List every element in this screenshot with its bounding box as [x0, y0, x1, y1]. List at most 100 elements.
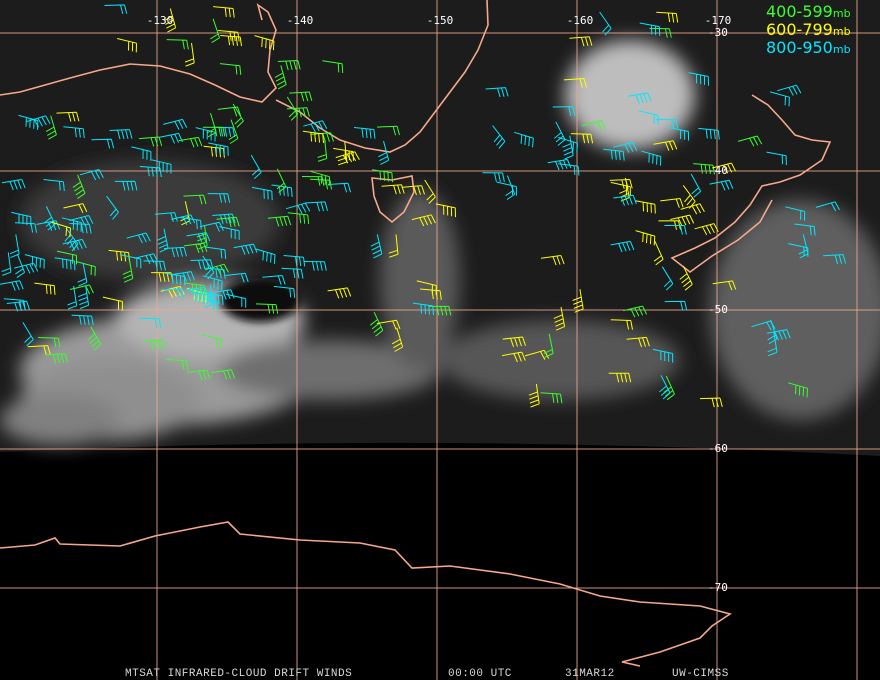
wind-barb: [411, 214, 436, 227]
wind-barb: [210, 289, 235, 300]
footer: MTSAT INFRARED-CLOUD DRIFT WINDS 00:00 U…: [125, 668, 729, 680]
wind-barb: [688, 72, 709, 86]
wind-barb: [134, 253, 159, 265]
wind-barb: [514, 131, 534, 148]
wind-barb: [63, 203, 88, 214]
wind-barb: [737, 135, 763, 147]
wind-barb: [126, 232, 151, 244]
wind-barb: [187, 290, 208, 304]
wind-barb: [610, 240, 635, 253]
wind-barb: [228, 119, 239, 144]
wind-barb: [250, 154, 262, 179]
wind-barb: [45, 353, 69, 364]
wind-barb: [485, 87, 509, 98]
wind-barb: [659, 375, 671, 400]
legend-unit: mb: [833, 7, 851, 20]
wind-barb: [27, 345, 51, 355]
wind-barb: [285, 202, 311, 214]
wind-barb: [424, 179, 436, 204]
wind-barb: [627, 92, 652, 104]
wind-barb: [15, 253, 26, 279]
wind-barb: [151, 159, 172, 174]
wind-barb: [116, 38, 137, 53]
wind-barb: [301, 176, 325, 186]
wind-barb: [794, 223, 816, 236]
wind-barb: [43, 206, 56, 231]
wind-barb: [553, 121, 566, 146]
wind-barb: [639, 22, 661, 36]
wind-barb: [391, 327, 404, 352]
wind-barb: [277, 60, 301, 71]
wind-barb: [655, 119, 679, 129]
wind-barb: [63, 126, 85, 139]
wind-barb: [166, 39, 189, 50]
wind-barb: [226, 293, 247, 308]
wind-barb: [412, 302, 434, 316]
wind-barb: [54, 257, 76, 271]
wind-barb: [195, 127, 216, 142]
legend-range: 400-599: [766, 2, 833, 21]
wind-barb: [202, 126, 226, 137]
wind-barb: [187, 369, 211, 381]
wind-barb: [255, 303, 279, 314]
wind-barb: [77, 262, 88, 287]
wind-barb: [289, 91, 313, 102]
footer-source: UW-CIMSS: [672, 668, 729, 680]
latitude-label: -70: [708, 581, 728, 594]
wind-barb: [570, 133, 594, 144]
wind-barb: [163, 246, 187, 258]
wind-barb: [372, 169, 393, 183]
wind-barb: [178, 136, 203, 148]
wind-barb: [378, 140, 390, 165]
wind-barb: [333, 147, 354, 161]
coastline: [371, 175, 415, 224]
wind-barb: [619, 177, 630, 202]
wind-barb: [79, 169, 104, 181]
wind-barb: [767, 319, 778, 345]
wind-barb: [353, 127, 376, 139]
wind-barb: [492, 125, 506, 149]
wind-barb: [91, 138, 115, 149]
wind-barb: [210, 18, 220, 44]
wind-barb: [785, 206, 806, 221]
wind-barb: [276, 168, 287, 193]
footer-product: MTSAT INFRARED-CLOUD DRIFT WINDS: [125, 668, 352, 680]
wind-barb: [14, 262, 39, 274]
wind-barb: [581, 120, 606, 131]
wind-barb: [0, 280, 24, 291]
cyclone-eye: [220, 278, 300, 322]
wind-barb: [120, 254, 142, 269]
wind-barb: [558, 137, 578, 153]
wind-barb: [281, 267, 304, 279]
wind-barb: [626, 336, 650, 348]
wind-barb: [190, 259, 214, 270]
wind-barb: [653, 240, 664, 266]
wind-barb: [203, 267, 226, 279]
wind-barb: [22, 322, 34, 347]
latitude-label: -50: [708, 303, 728, 316]
wind-barbs: [0, 4, 847, 408]
wind-barb: [322, 60, 344, 74]
wind-barb: [69, 223, 92, 234]
wind-barb: [562, 135, 574, 160]
wind-barb: [202, 275, 223, 291]
wind-barb: [1, 179, 26, 191]
wind-barb: [11, 211, 32, 226]
footer-date: 31MAR12: [565, 668, 615, 680]
coastlines: [0, 0, 832, 667]
wind-barb: [327, 182, 352, 193]
wind-barb: [6, 300, 31, 312]
longitude-label: -170: [705, 14, 732, 27]
wind-barb: [186, 232, 211, 243]
wind-barb: [159, 132, 183, 144]
coastline: [0, 521, 732, 667]
wind-barb: [184, 42, 195, 67]
wind-barb: [252, 186, 273, 201]
wind-barb: [233, 243, 258, 255]
wind-barb: [108, 249, 131, 262]
wind-barb: [563, 78, 587, 88]
wind-barb: [71, 314, 94, 326]
wind-barb: [661, 266, 674, 291]
wind-barb: [36, 220, 61, 231]
wind-barb: [24, 254, 45, 269]
